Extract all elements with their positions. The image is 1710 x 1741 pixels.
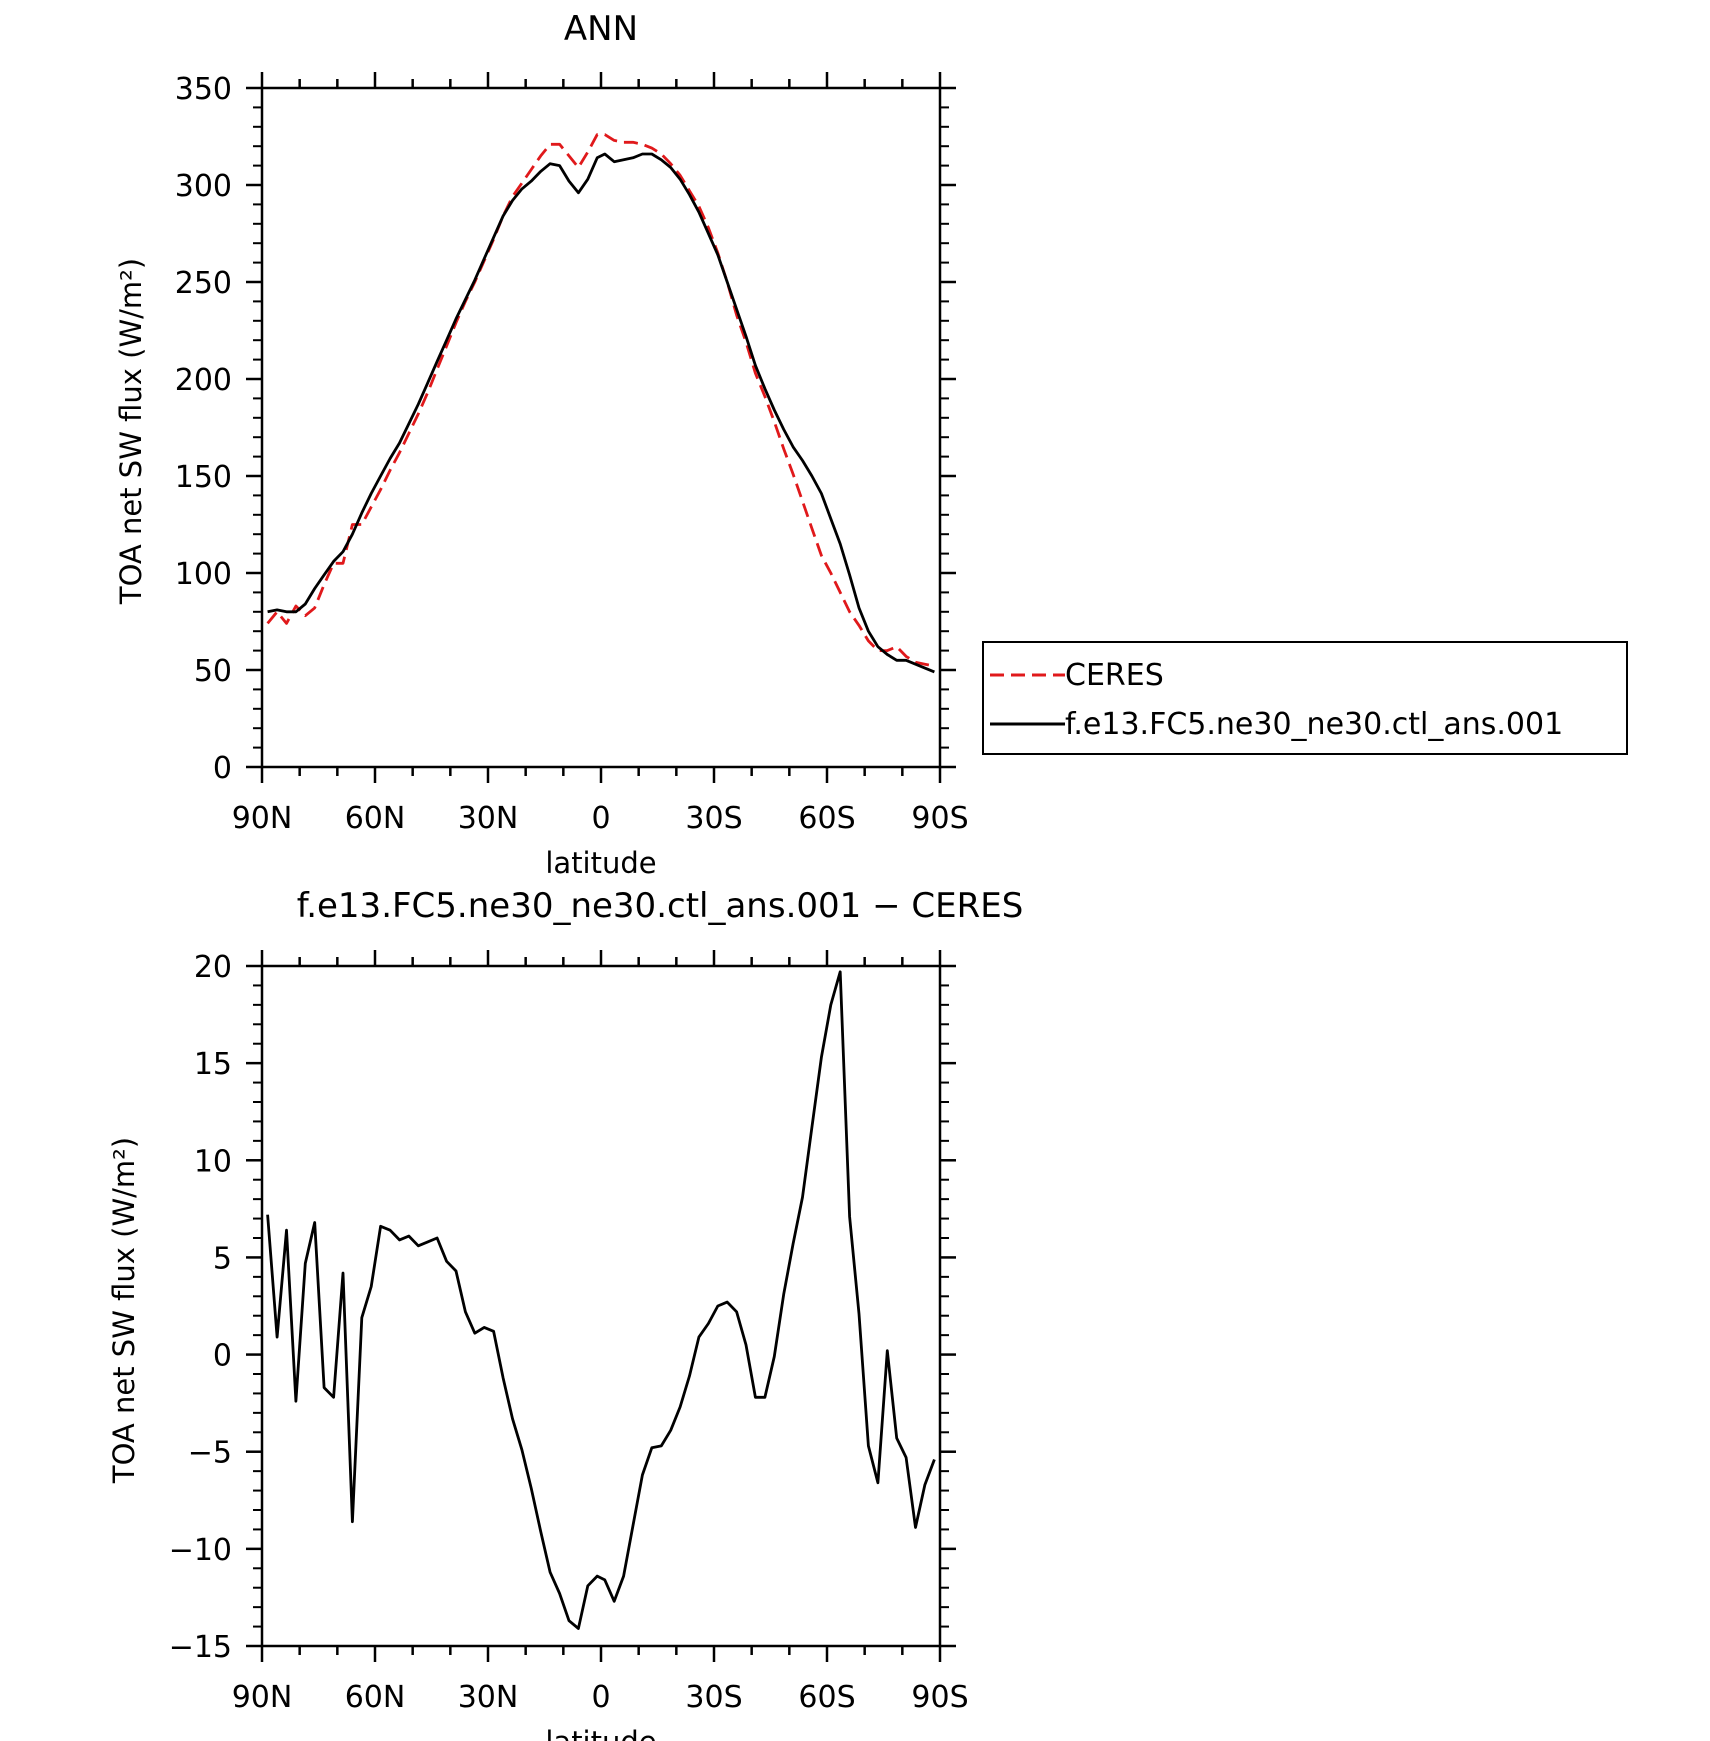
bottom-chart-title: f.e13.FC5.ne30_ne30.ctl_ans.001 − CERES (297, 886, 1024, 926)
top-y-tick-label: 150 (175, 460, 232, 495)
top-chart-ticks (246, 72, 956, 783)
top-chart-ylabel: TOA net SW flux (W/m²) (114, 258, 148, 605)
top-x-tick-label: 60S (798, 801, 855, 836)
bottom-chart-frame (260, 964, 942, 1648)
top-chart-series (266, 133, 935, 674)
bottom-chart-tick-labels: 90N 60N 30N 0 30S 60S 90S −15 −10 −5 0 5 10 15 20 (169, 950, 969, 1715)
bottom-chart-xlabel: latitude (545, 1725, 656, 1741)
top-chart-title: ANN (564, 9, 638, 49)
top-series-f-e13-fc5-ne30-ne30-ctl-ans-001-line (267, 152, 935, 674)
bottom-y-tick-label: −10 (169, 1533, 232, 1568)
top-y-tick-label: 50 (194, 654, 232, 689)
legend: CERES f.e13.FC5.ne30_ne30.ctl_ans.001 (982, 641, 1628, 755)
bottom-chart: f.e13.FC5.ne30_ne30.ctl_ans.001 − CERES … (107, 886, 1023, 1741)
bottom-y-tick-label: 0 (213, 1339, 232, 1374)
bottom-y-tick-label: −15 (169, 1630, 232, 1665)
bottom-y-tick-label: 15 (194, 1047, 232, 1082)
top-x-tick-label: 90N (232, 801, 293, 836)
top-chart: ANN TOA net SW flux (W/m²) latitude 90N 6… (114, 9, 1628, 880)
top-y-tick-label: 0 (213, 751, 232, 786)
top-x-tick-label: 90S (911, 801, 968, 836)
top-y-tick-label: 200 (175, 363, 232, 398)
top-x-tick-label: 30N (458, 801, 519, 836)
bottom-series-difference-line (266, 970, 936, 1630)
top-x-tick-label: 0 (591, 801, 610, 836)
bottom-x-tick-label: 0 (591, 1680, 610, 1715)
legend-label-ceres: CERES (1065, 658, 1164, 693)
legend-label-model: f.e13.FC5.ne30_ne30.ctl_ans.001 (1065, 707, 1563, 742)
top-x-tick-label: 30S (685, 801, 742, 836)
bottom-y-tick-label: −5 (188, 1436, 232, 1471)
bottom-x-tick-label: 60N (345, 1680, 406, 1715)
top-y-tick-label: 100 (175, 557, 232, 592)
top-chart-xlabel: latitude (545, 846, 656, 880)
bottom-x-tick-label: 90N (232, 1680, 293, 1715)
top-y-tick-label: 300 (175, 169, 232, 204)
bottom-x-tick-label: 90S (911, 1680, 968, 1715)
top-x-tick-label: 60N (345, 801, 406, 836)
top-y-tick-label: 350 (175, 72, 232, 107)
top-chart-tick-labels: 90N 60N 30N 0 30S 60S 90S 0 50 100 150 200 250 300 350 (175, 72, 969, 836)
top-series-ceres-line (266, 133, 935, 668)
bottom-y-tick-label: 5 (213, 1241, 232, 1276)
bottom-x-tick-label: 30N (458, 1680, 519, 1715)
bottom-y-tick-label: 20 (194, 950, 232, 985)
bottom-y-tick-label: 10 (194, 1144, 232, 1179)
bottom-x-tick-label: 60S (798, 1680, 855, 1715)
top-chart-frame (260, 86, 942, 769)
bottom-x-tick-label: 30S (685, 1680, 742, 1715)
legend-box (982, 641, 1628, 755)
top-y-tick-label: 250 (175, 266, 232, 301)
bottom-chart-ticks (246, 950, 956, 1662)
bottom-chart-ylabel: TOA net SW flux (W/m²) (107, 1137, 141, 1484)
bottom-chart-series (266, 970, 936, 1630)
